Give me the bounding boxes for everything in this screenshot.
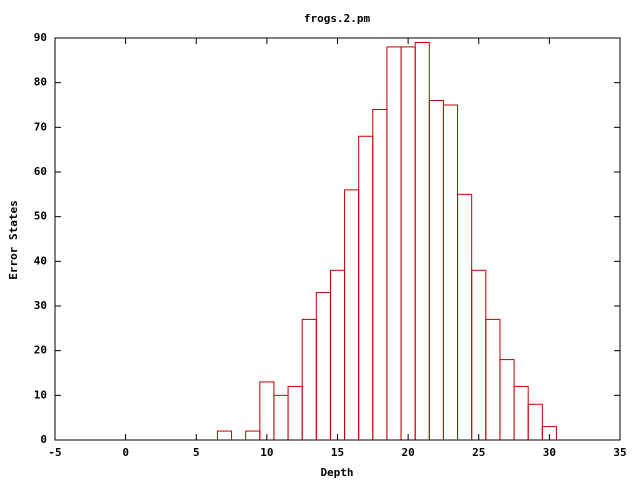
y-tick-label: 30	[34, 299, 47, 312]
y-tick-label: 10	[34, 388, 47, 401]
x-tick-label: 25	[472, 446, 485, 459]
y-tick-label: 80	[34, 76, 47, 89]
bar	[471, 269, 487, 441]
bar	[287, 385, 303, 441]
x-axis-label: Depth	[320, 466, 353, 479]
bar	[216, 430, 233, 441]
y-tick-label: 70	[34, 120, 47, 133]
bar	[329, 269, 346, 441]
bar	[259, 381, 275, 441]
bar	[245, 430, 261, 441]
x-tick-label: 15	[331, 446, 344, 459]
x-tick-label: -5	[48, 446, 61, 459]
chart-title: frogs.2.pm	[304, 12, 371, 25]
x-tick-label: 10	[260, 446, 273, 459]
y-axis-label: Error States	[7, 200, 20, 279]
bar	[372, 108, 388, 441]
bar	[428, 100, 444, 441]
y-tick-label: 20	[34, 344, 47, 357]
plot-frame	[54, 37, 621, 441]
bar	[358, 135, 374, 441]
bar	[273, 394, 289, 441]
bar	[499, 359, 515, 441]
bar	[513, 385, 529, 441]
y-tick-label: 40	[34, 254, 47, 267]
bar	[414, 41, 430, 441]
bar	[386, 46, 402, 441]
bar	[457, 193, 473, 441]
x-tick-label: 20	[402, 446, 415, 459]
bar	[485, 318, 501, 441]
bar	[442, 104, 459, 441]
bar	[315, 292, 331, 441]
x-tick-label: 35	[613, 446, 626, 459]
x-tick-label: 5	[193, 446, 200, 459]
y-tick-label: 90	[34, 31, 47, 44]
y-tick-label: 50	[34, 210, 47, 223]
bar	[527, 403, 543, 441]
y-tick-label: 60	[34, 165, 47, 178]
x-tick-label: 0	[122, 446, 129, 459]
bar	[301, 318, 317, 441]
x-tick-label: 30	[543, 446, 556, 459]
bar	[400, 46, 416, 441]
y-tick-label: 0	[40, 433, 47, 446]
bar	[344, 189, 360, 441]
